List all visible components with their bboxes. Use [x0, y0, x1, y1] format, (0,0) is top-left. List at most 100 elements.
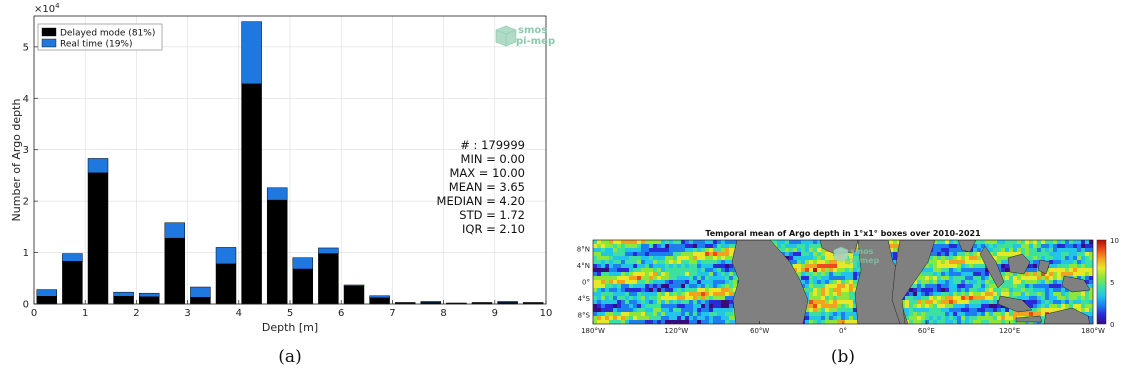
- heatmap-cell: [949, 296, 954, 301]
- heatmap-cell: [829, 316, 834, 321]
- heatmap-cell: [597, 320, 602, 324]
- heatmap-cell: [613, 304, 618, 309]
- heatmap-cell: [653, 300, 658, 305]
- heatmap-cell: [681, 276, 686, 281]
- heatmap-cell: [1089, 284, 1093, 289]
- heatmap-cell: [665, 308, 670, 313]
- logo-text-pimep: pi-mep: [516, 36, 555, 47]
- heatmap-cell: [1057, 304, 1062, 309]
- heatmap-cell: [1021, 284, 1026, 289]
- heatmap-cell: [725, 252, 730, 257]
- heatmap-cell: [945, 304, 950, 309]
- heatmap-cell: [1045, 304, 1050, 309]
- heatmap-cell: [941, 320, 946, 324]
- heatmap-cell: [625, 276, 630, 281]
- heatmap-cell: [969, 280, 974, 285]
- heatmap-cell: [821, 256, 826, 261]
- heatmap-cell: [733, 240, 738, 245]
- heatmap-cell: [713, 260, 718, 265]
- heatmap-cell: [1033, 304, 1038, 309]
- map-x-tick-label: 60°E: [918, 327, 935, 335]
- heatmap-cell: [1085, 276, 1090, 281]
- heatmap-cell: [637, 264, 642, 269]
- heatmap-cell: [1077, 304, 1082, 309]
- heatmap-cell: [997, 292, 1002, 297]
- heatmap-cell: [973, 288, 978, 293]
- heatmap-cell: [725, 272, 730, 277]
- heatmap-cell: [725, 264, 730, 269]
- heatmap-cell: [961, 260, 966, 265]
- heatmap-cell: [609, 276, 614, 281]
- heatmap-cell: [609, 252, 614, 257]
- heatmap-cell: [1029, 288, 1034, 293]
- heatmap-cell: [793, 244, 798, 249]
- heatmap-cell: [809, 264, 814, 269]
- y-multiplier: ×104: [34, 2, 60, 15]
- bar-real-time: [522, 302, 544, 304]
- heatmap-cell: [613, 280, 618, 285]
- heatmap-cell: [941, 304, 946, 309]
- heatmap-cell: [665, 300, 670, 305]
- heatmap-cell: [941, 268, 946, 273]
- heatmap-cell: [657, 320, 662, 324]
- heatmap-cell: [625, 248, 630, 253]
- heatmap-cell: [669, 296, 674, 301]
- heatmap-cell: [593, 264, 598, 269]
- heatmap-cell: [965, 320, 970, 324]
- heatmap-cell: [609, 300, 614, 305]
- heatmap-cell: [849, 276, 854, 281]
- heatmap-cell: [889, 248, 894, 253]
- heatmap-cell: [649, 244, 654, 249]
- heatmap-cell: [669, 240, 674, 245]
- heatmap-cell: [613, 276, 618, 281]
- heatmap-cell: [673, 288, 678, 293]
- heatmap-cell: [929, 252, 934, 257]
- heatmap-cell: [657, 280, 662, 285]
- heatmap-cell: [617, 300, 622, 305]
- heatmap-cell: [709, 300, 714, 305]
- heatmap-cell: [857, 268, 862, 273]
- heatmap-cell: [693, 292, 698, 297]
- heatmap-cell: [805, 280, 810, 285]
- heatmap-cell: [641, 240, 646, 245]
- heatmap-cell: [1089, 244, 1093, 249]
- heatmap-cell: [853, 316, 858, 321]
- heatmap-cell: [597, 240, 602, 245]
- heatmap-cell: [1053, 288, 1058, 293]
- heatmap-cell: [977, 296, 982, 301]
- heatmap-cell: [949, 264, 954, 269]
- heatmap-cell: [693, 252, 698, 257]
- heatmap-cell: [809, 304, 814, 309]
- heatmap-cell: [945, 256, 950, 261]
- heatmap-cell: [945, 252, 950, 257]
- heatmap-cell: [625, 320, 630, 324]
- heatmap-cell: [1001, 272, 1006, 277]
- heatmap-cell: [829, 284, 834, 289]
- heatmap-cell: [1061, 276, 1066, 281]
- heatmap-cell: [833, 272, 838, 277]
- heatmap-cell: [849, 288, 854, 293]
- heatmap-cell: [681, 260, 686, 265]
- heatmap-cell: [977, 284, 982, 289]
- heatmap-cell: [1049, 244, 1054, 249]
- heatmap-cell: [1025, 280, 1030, 285]
- heatmap-cell: [981, 304, 986, 309]
- heatmap-cell: [701, 268, 706, 273]
- heatmap-cell: [669, 264, 674, 269]
- heatmap-cell: [1077, 268, 1082, 273]
- heatmap-cell: [985, 280, 990, 285]
- heatmap-cell: [729, 252, 734, 257]
- heatmap-cell: [729, 312, 734, 317]
- heatmap-cell: [1033, 268, 1038, 273]
- heatmap-cell: [925, 280, 930, 285]
- heatmap-cell: [949, 276, 954, 281]
- heatmap-cell: [825, 272, 830, 277]
- heatmap-cell: [673, 312, 678, 317]
- heatmap-cell: [701, 316, 706, 321]
- heatmap-cell: [1081, 244, 1086, 249]
- heatmap-cell: [721, 240, 726, 245]
- heatmap-cell: [945, 268, 950, 273]
- heatmap-cell: [697, 240, 702, 245]
- heatmap-cell: [817, 260, 822, 265]
